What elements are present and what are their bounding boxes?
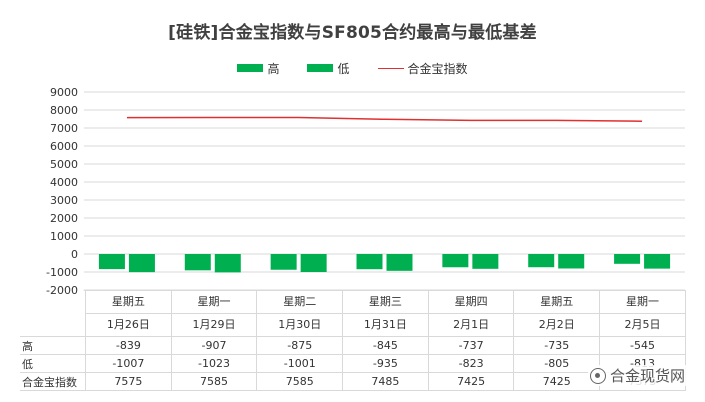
table-cat-weekday: 星期五	[85, 290, 172, 314]
chart-title: [硅铁]合金宝指数与SF805合约最高与最低基差	[168, 23, 537, 43]
legend-swatch-high	[237, 64, 264, 72]
legend-line-index	[377, 67, 404, 69]
bar-low	[214, 254, 241, 273]
table-cell-low: -823	[427, 354, 515, 373]
watermark: 合金现货网	[587, 365, 687, 386]
table-row-weekday: 星期五 星期一 星期二 星期三 星期四 星期五 星期一	[20, 290, 686, 337]
table-cell-high: -737	[427, 336, 515, 355]
data-table: 星期五 星期一 星期二 星期三 星期四 星期五 星期一 1月26日 1月29日 …	[20, 290, 686, 391]
table-cat-weekday: 星期五	[513, 290, 601, 314]
table-cell-low: -935	[342, 354, 429, 373]
bar-low	[472, 254, 499, 269]
bar-high	[98, 254, 125, 270]
table-row-high: 高 -839 -907 -875 -845 -737 -735 -545	[20, 336, 686, 355]
table-row-date: 1月26日 1月29日 1月30日 1月31日 2月1日 2月2日 2月5日	[20, 313, 686, 337]
y-tick-label: 5000	[50, 158, 78, 171]
table-cell-high: -875	[256, 336, 344, 355]
bar-high	[528, 254, 555, 268]
legend-item-index: 合金宝指数	[377, 60, 468, 77]
table-cat-date: 1月31日	[342, 313, 429, 337]
legend-item-low: 低	[307, 60, 350, 77]
y-tick-label: 0	[71, 248, 78, 261]
table-cat-date: 1月30日	[256, 313, 344, 337]
table-cell-high: -545	[599, 336, 686, 355]
table-cat-date: 1月26日	[85, 313, 172, 337]
y-tick-label: 1000	[50, 230, 78, 243]
y-tick-label: 2000	[50, 212, 78, 225]
table-cell-high: -735	[513, 336, 601, 355]
table-cell-index: 7585	[256, 372, 344, 391]
legend-label-high: 高	[267, 61, 280, 76]
legend-label-low: 低	[337, 61, 350, 76]
y-tick-label: 4000	[50, 176, 78, 189]
table-cat-date: 1月29日	[170, 313, 258, 337]
table-cat-date: 2月5日	[599, 313, 686, 337]
table-cell-index: 7425	[513, 372, 601, 391]
table-row-index: 合金宝指数 7575 7585 7585 7485 7425 7425 7375	[20, 372, 686, 391]
bar-low	[128, 254, 155, 273]
table-cell-index: 7575	[85, 372, 172, 391]
line-index	[126, 116, 643, 122]
table-rowhead-index: 合金宝指数	[20, 372, 86, 391]
bar-low	[300, 254, 327, 273]
y-tick-label: 6000	[50, 140, 78, 153]
table-corner	[20, 290, 86, 337]
table-cell-index: 7485	[342, 372, 429, 391]
bar-high	[356, 254, 383, 270]
watermark-text: 合金现货网	[609, 367, 685, 385]
table-rowhead-high: 高	[20, 336, 86, 355]
table-cell-index: 7425	[427, 372, 515, 391]
table-cat-weekday: 星期一	[599, 290, 686, 314]
table-cat-weekday: 星期二	[256, 290, 344, 314]
bar-high	[442, 254, 469, 268]
table-cat-weekday: 星期四	[427, 290, 515, 314]
legend-item-high: 高	[237, 60, 279, 77]
y-tick-label: 9000	[50, 86, 78, 99]
table-cat-date: 2月1日	[427, 313, 515, 337]
chart-legend: 高 低 合金宝指数	[0, 60, 705, 76]
table-cell-high: -839	[85, 336, 172, 355]
legend-label-index: 合金宝指数	[407, 61, 468, 76]
table-cell-low: -805	[513, 354, 601, 373]
y-tick-label: 8000	[50, 104, 78, 117]
table-cell-high: -845	[342, 336, 429, 355]
bar-low	[386, 254, 413, 271]
table-cell-low: -1007	[85, 354, 172, 373]
bar-low	[558, 254, 585, 269]
bar-high	[184, 254, 211, 271]
table-cell-index: 7585	[170, 372, 258, 391]
table-cat-weekday: 星期三	[342, 290, 429, 314]
table-row-low: 低 -1007 -1023 -1001 -935 -823 -805 -813	[20, 354, 686, 373]
table-rowhead-low: 低	[20, 354, 86, 373]
table-cell-high: -907	[170, 336, 258, 355]
table-cat-weekday: 星期一	[170, 290, 258, 314]
wechat-icon	[589, 367, 606, 384]
y-tick-label: 7000	[50, 122, 78, 135]
legend-swatch-low	[307, 64, 334, 72]
table-cell-low: -1001	[256, 354, 344, 373]
table-cell-low: -1023	[170, 354, 258, 373]
bar-high	[270, 254, 297, 270]
bar-high	[614, 254, 641, 264]
y-tick-label: -1000	[46, 266, 78, 279]
table-cat-date: 2月2日	[513, 313, 601, 337]
bar-low	[644, 254, 671, 269]
y-tick-label: 3000	[50, 194, 78, 207]
